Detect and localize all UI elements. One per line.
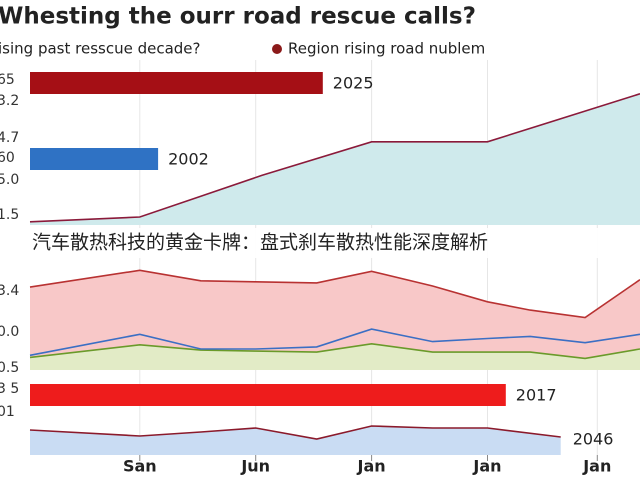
y-tick-label: 4.7 [0, 130, 19, 146]
bar-label: 2002 [168, 150, 209, 169]
area [30, 343, 640, 370]
y-tick-label: 60 [0, 150, 15, 166]
x-tick-label: San [123, 457, 157, 476]
area [30, 426, 561, 455]
legend-label: ising past resscue decade? [0, 40, 200, 58]
caption-band [0, 228, 640, 258]
line [29, 425, 561, 440]
y-tick-label: 1.5 [0, 207, 19, 223]
line [29, 342, 640, 360]
y-tick-label: 5.0 [0, 172, 19, 188]
area [30, 93, 640, 225]
y-tick-label: 3.4 [0, 283, 19, 299]
y-tick-label: 3.2 [0, 93, 19, 109]
bar [30, 148, 159, 170]
y-tick-label: 3 5 [0, 381, 19, 397]
x-tick-label: Jan [582, 457, 611, 476]
x-tick-label: Jan [472, 457, 501, 476]
caption: 汽车散热科技的黄金卡牌：盘式刹车散热性能深度解析 [32, 232, 488, 254]
y-tick-label: 0.0 [0, 324, 19, 340]
y-tick-label: 0.5 [0, 360, 19, 376]
y-tick-label: 65 [0, 72, 15, 88]
line [29, 93, 640, 223]
bar-label: 2017 [516, 386, 557, 405]
bar [30, 72, 323, 94]
line [29, 269, 640, 319]
bar-label: 2025 [333, 74, 374, 93]
end-label: 2046 [573, 430, 614, 449]
legend-marker [272, 44, 282, 54]
line [29, 328, 640, 357]
y-tick-label: 01 [0, 404, 15, 420]
legend-label: Region rising road nublem [288, 40, 485, 58]
x-tick-label: Jan [357, 457, 386, 476]
x-tick-label: Jun [240, 457, 270, 476]
bar [30, 384, 506, 406]
chart-title: Whesting the ourr road rescue calls? [0, 4, 476, 30]
